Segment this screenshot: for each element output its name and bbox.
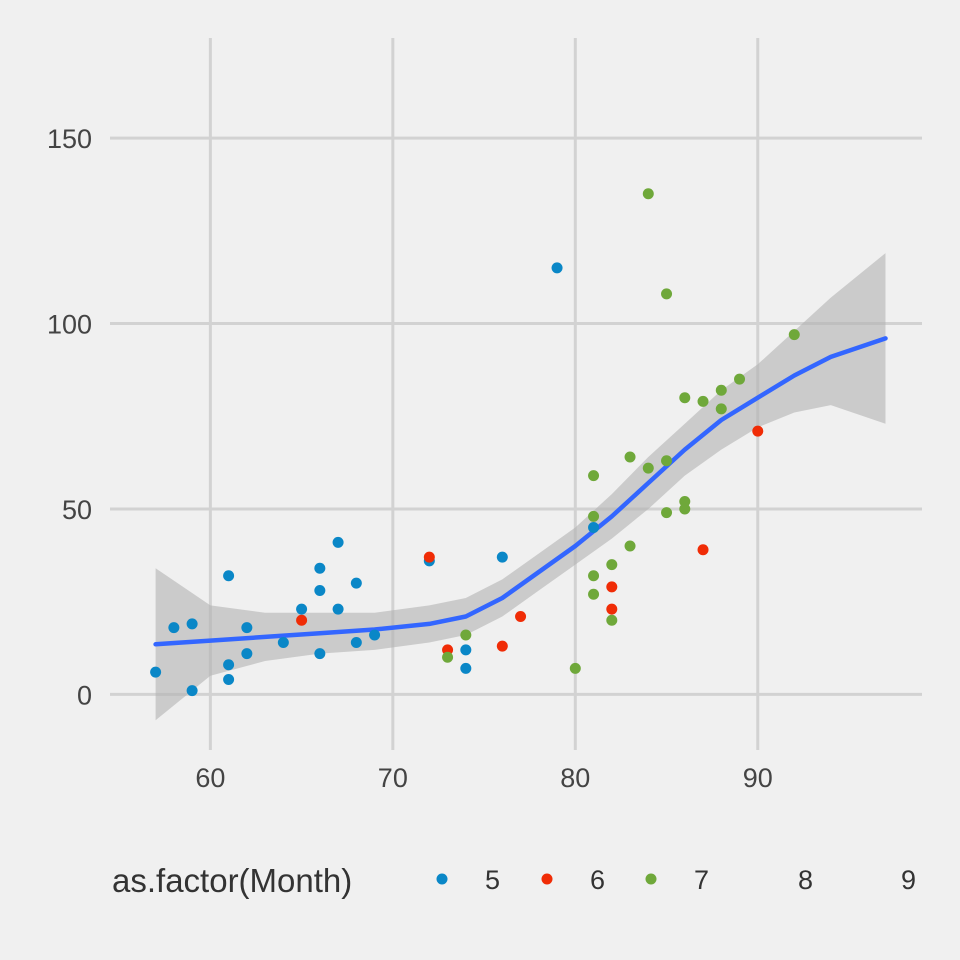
data-point-month-5 xyxy=(223,674,235,686)
data-point-month-5 xyxy=(332,536,344,548)
data-point-month-7 xyxy=(624,451,636,463)
data-point-month-5 xyxy=(460,644,472,656)
data-point-month-5 xyxy=(314,562,326,574)
legend-label: 6 xyxy=(590,865,605,895)
data-point-month-7 xyxy=(588,470,600,482)
data-point-month-5 xyxy=(241,622,253,634)
legend: as.factor(Month) 5 6 7 8 9 xyxy=(112,862,916,899)
data-point-month-7 xyxy=(606,559,618,571)
data-point-month-5 xyxy=(223,659,235,671)
data-point-month-5 xyxy=(332,603,344,615)
legend-title: as.factor(Month) xyxy=(112,862,352,899)
data-point-month-7 xyxy=(661,288,673,300)
data-point-month-6 xyxy=(423,551,435,563)
data-point-month-7 xyxy=(661,507,673,519)
y-tick-labels: 0 50 100 150 xyxy=(47,124,92,710)
x-tick-labels: 60 70 80 90 xyxy=(195,763,772,793)
smooth-curve xyxy=(153,336,888,647)
data-point-month-5 xyxy=(168,622,180,634)
data-point-month-7 xyxy=(734,373,746,385)
data-point-month-5 xyxy=(369,629,381,641)
legend-key xyxy=(436,873,448,885)
data-point-month-5 xyxy=(350,577,362,589)
data-point-month-5 xyxy=(150,666,162,678)
data-point-month-7 xyxy=(588,588,600,600)
data-point-month-5 xyxy=(460,662,472,674)
y-tick-label: 100 xyxy=(47,310,92,340)
y-tick-label: 0 xyxy=(77,680,92,710)
data-point-month-5 xyxy=(296,603,308,615)
data-point-month-5 xyxy=(496,551,508,563)
data-point-month-6 xyxy=(496,640,508,652)
x-tick-label: 80 xyxy=(560,763,590,793)
data-points xyxy=(150,188,800,697)
legend-label: 5 xyxy=(485,865,500,895)
data-point-month-6 xyxy=(606,603,618,615)
data-point-month-7 xyxy=(715,403,727,415)
legend-entries: 5 6 7 8 9 xyxy=(436,865,916,895)
y-tick-label: 150 xyxy=(47,124,92,154)
data-point-month-7 xyxy=(606,614,618,626)
data-point-month-7 xyxy=(679,503,691,515)
data-point-month-7 xyxy=(588,570,600,582)
x-tick-label: 70 xyxy=(378,763,408,793)
data-point-month-5 xyxy=(186,618,198,630)
data-point-month-5 xyxy=(314,585,326,597)
data-point-month-7 xyxy=(588,510,600,522)
data-point-month-5 xyxy=(588,522,600,533)
data-point-month-7 xyxy=(788,329,800,341)
y-tick-label: 50 xyxy=(62,495,92,525)
data-point-month-6 xyxy=(752,425,764,437)
grid-lines xyxy=(110,38,922,750)
legend-label: 7 xyxy=(694,865,709,895)
data-point-month-7 xyxy=(460,629,472,641)
data-point-month-5 xyxy=(350,636,362,648)
x-tick-label: 90 xyxy=(743,763,773,793)
data-point-month-6 xyxy=(515,611,527,622)
data-point-month-7 xyxy=(642,462,654,474)
data-point-month-5 xyxy=(241,648,253,660)
data-point-month-6 xyxy=(296,614,308,626)
data-point-month-7 xyxy=(679,392,691,404)
data-point-month-5 xyxy=(223,570,235,582)
data-point-month-7 xyxy=(661,455,673,467)
data-point-month-7 xyxy=(569,662,581,674)
legend-key xyxy=(645,873,657,885)
data-point-month-6 xyxy=(606,581,618,593)
data-point-month-7 xyxy=(697,395,709,407)
legend-label: 8 xyxy=(798,865,813,895)
smooth-line xyxy=(153,336,888,647)
data-point-month-7 xyxy=(642,188,654,200)
x-tick-label: 60 xyxy=(195,763,225,793)
data-point-month-5 xyxy=(277,636,289,648)
data-point-month-6 xyxy=(697,544,709,556)
data-point-month-7 xyxy=(715,384,727,396)
data-point-month-5 xyxy=(551,262,563,274)
legend-key xyxy=(541,873,553,885)
legend-label: 9 xyxy=(901,865,916,895)
data-point-month-5 xyxy=(314,648,326,660)
data-point-month-5 xyxy=(186,685,198,697)
data-point-month-7 xyxy=(442,651,454,663)
data-point-month-7 xyxy=(624,540,636,552)
